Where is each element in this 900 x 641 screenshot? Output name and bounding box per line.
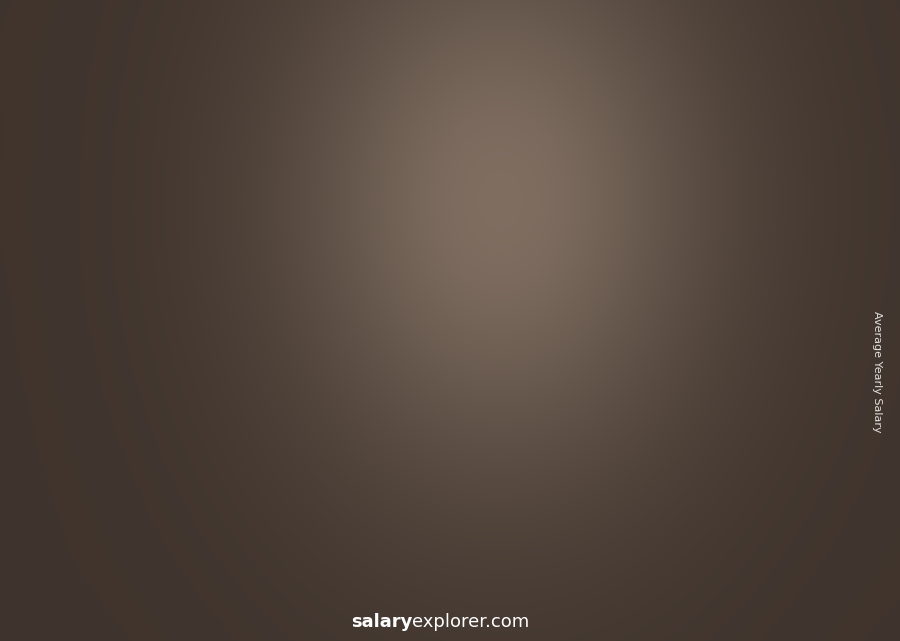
Bar — [738, 83, 828, 90]
FancyArrowPatch shape — [273, 327, 317, 393]
Text: Salary Comparison By Experience: Salary Comparison By Experience — [39, 63, 722, 97]
Text: +9%: +9% — [666, 175, 722, 195]
Bar — [738, 90, 828, 96]
Polygon shape — [590, 263, 603, 564]
Bar — [738, 71, 828, 77]
Polygon shape — [194, 400, 206, 564]
Bar — [738, 77, 828, 83]
Bar — [738, 38, 828, 45]
Polygon shape — [734, 236, 804, 564]
Text: 43,500 USD: 43,500 USD — [5, 418, 101, 433]
Bar — [738, 96, 828, 103]
Text: Development Researcher: Development Researcher — [39, 113, 302, 133]
Text: +42%: +42% — [262, 269, 333, 289]
Polygon shape — [79, 481, 87, 528]
Bar — [738, 26, 774, 71]
Polygon shape — [212, 449, 220, 515]
Bar — [738, 58, 828, 64]
Polygon shape — [740, 335, 748, 465]
Polygon shape — [61, 445, 75, 564]
Polygon shape — [194, 400, 275, 412]
Bar — [738, 51, 828, 58]
Bar — [738, 32, 828, 38]
FancyArrowPatch shape — [670, 226, 713, 256]
Polygon shape — [722, 236, 804, 259]
FancyArrowPatch shape — [141, 394, 184, 438]
Bar — [738, 26, 828, 32]
Polygon shape — [325, 330, 407, 347]
Bar — [738, 64, 828, 71]
Text: 85,500 USD: 85,500 USD — [296, 303, 392, 318]
Polygon shape — [603, 263, 671, 564]
Polygon shape — [457, 279, 539, 299]
Bar — [738, 45, 828, 51]
Polygon shape — [457, 279, 471, 564]
Text: 120,000 USD: 120,000 USD — [710, 208, 815, 224]
Text: explorer.com: explorer.com — [412, 613, 529, 631]
Polygon shape — [344, 401, 352, 494]
Polygon shape — [206, 400, 275, 564]
Text: salary: salary — [351, 613, 412, 631]
Text: +6%: +6% — [534, 202, 590, 222]
Bar — [738, 103, 828, 109]
Polygon shape — [61, 445, 143, 453]
Text: 104,000 USD: 104,000 USD — [413, 253, 518, 267]
Text: +38%: +38% — [130, 339, 202, 359]
Text: Average Yearly Salary: Average Yearly Salary — [872, 311, 883, 433]
Polygon shape — [608, 353, 616, 474]
Polygon shape — [338, 330, 407, 564]
FancyArrowPatch shape — [538, 251, 580, 273]
Polygon shape — [476, 365, 484, 479]
Polygon shape — [325, 330, 338, 564]
Text: 110,000 USD: 110,000 USD — [555, 236, 661, 251]
Polygon shape — [722, 236, 734, 564]
Polygon shape — [75, 445, 143, 564]
Polygon shape — [471, 279, 539, 564]
FancyArrowPatch shape — [405, 274, 448, 324]
Text: +22%: +22% — [394, 219, 465, 238]
Text: 60,000 USD: 60,000 USD — [164, 372, 259, 388]
Polygon shape — [590, 263, 671, 285]
